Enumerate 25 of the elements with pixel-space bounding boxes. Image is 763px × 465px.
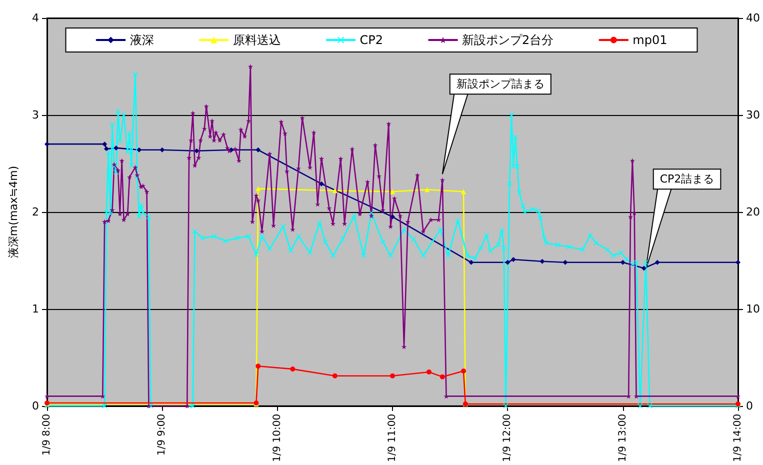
y-tick-label: 4: [32, 12, 39, 24]
annotation: CP2詰まる: [660, 172, 714, 186]
y2-tick-label: 20: [746, 205, 760, 218]
legend-label: mp01: [632, 33, 668, 47]
legend-label: 原料送込: [232, 33, 281, 47]
y2-tick-label: 10: [746, 302, 760, 316]
y2-tick-label: 0: [746, 399, 754, 412]
legend-label: CP2: [360, 33, 384, 47]
y2-tick-label: 40: [746, 12, 760, 24]
legend-label: 液深: [130, 33, 154, 47]
x-tick-label: 1/9 10:00: [272, 414, 283, 462]
x-tick-label: 1/9 9:00: [156, 414, 168, 456]
y2-tick-label: 30: [746, 108, 760, 122]
x-tick-label: 1/9 8:00: [42, 414, 52, 456]
x-tick-label: 1/9 13:00: [617, 414, 628, 462]
y-tick-label: 3: [32, 108, 39, 122]
y-tick-label: 0: [32, 399, 39, 412]
legend-label: 新設ポンプ2台分: [462, 33, 554, 47]
x-tick-label: 1/9 11:00: [387, 414, 398, 462]
annotation: 新設ポンプ詰まる: [456, 78, 544, 91]
x-tick-label: 1/9 14:00: [732, 414, 744, 462]
y-axis-title: 液深m(max≒4m): [7, 166, 20, 258]
x-tick-label: 1/9 12:00: [502, 414, 514, 462]
y-tick-label: 1: [32, 302, 39, 316]
y-tick-label: 2: [32, 205, 39, 218]
